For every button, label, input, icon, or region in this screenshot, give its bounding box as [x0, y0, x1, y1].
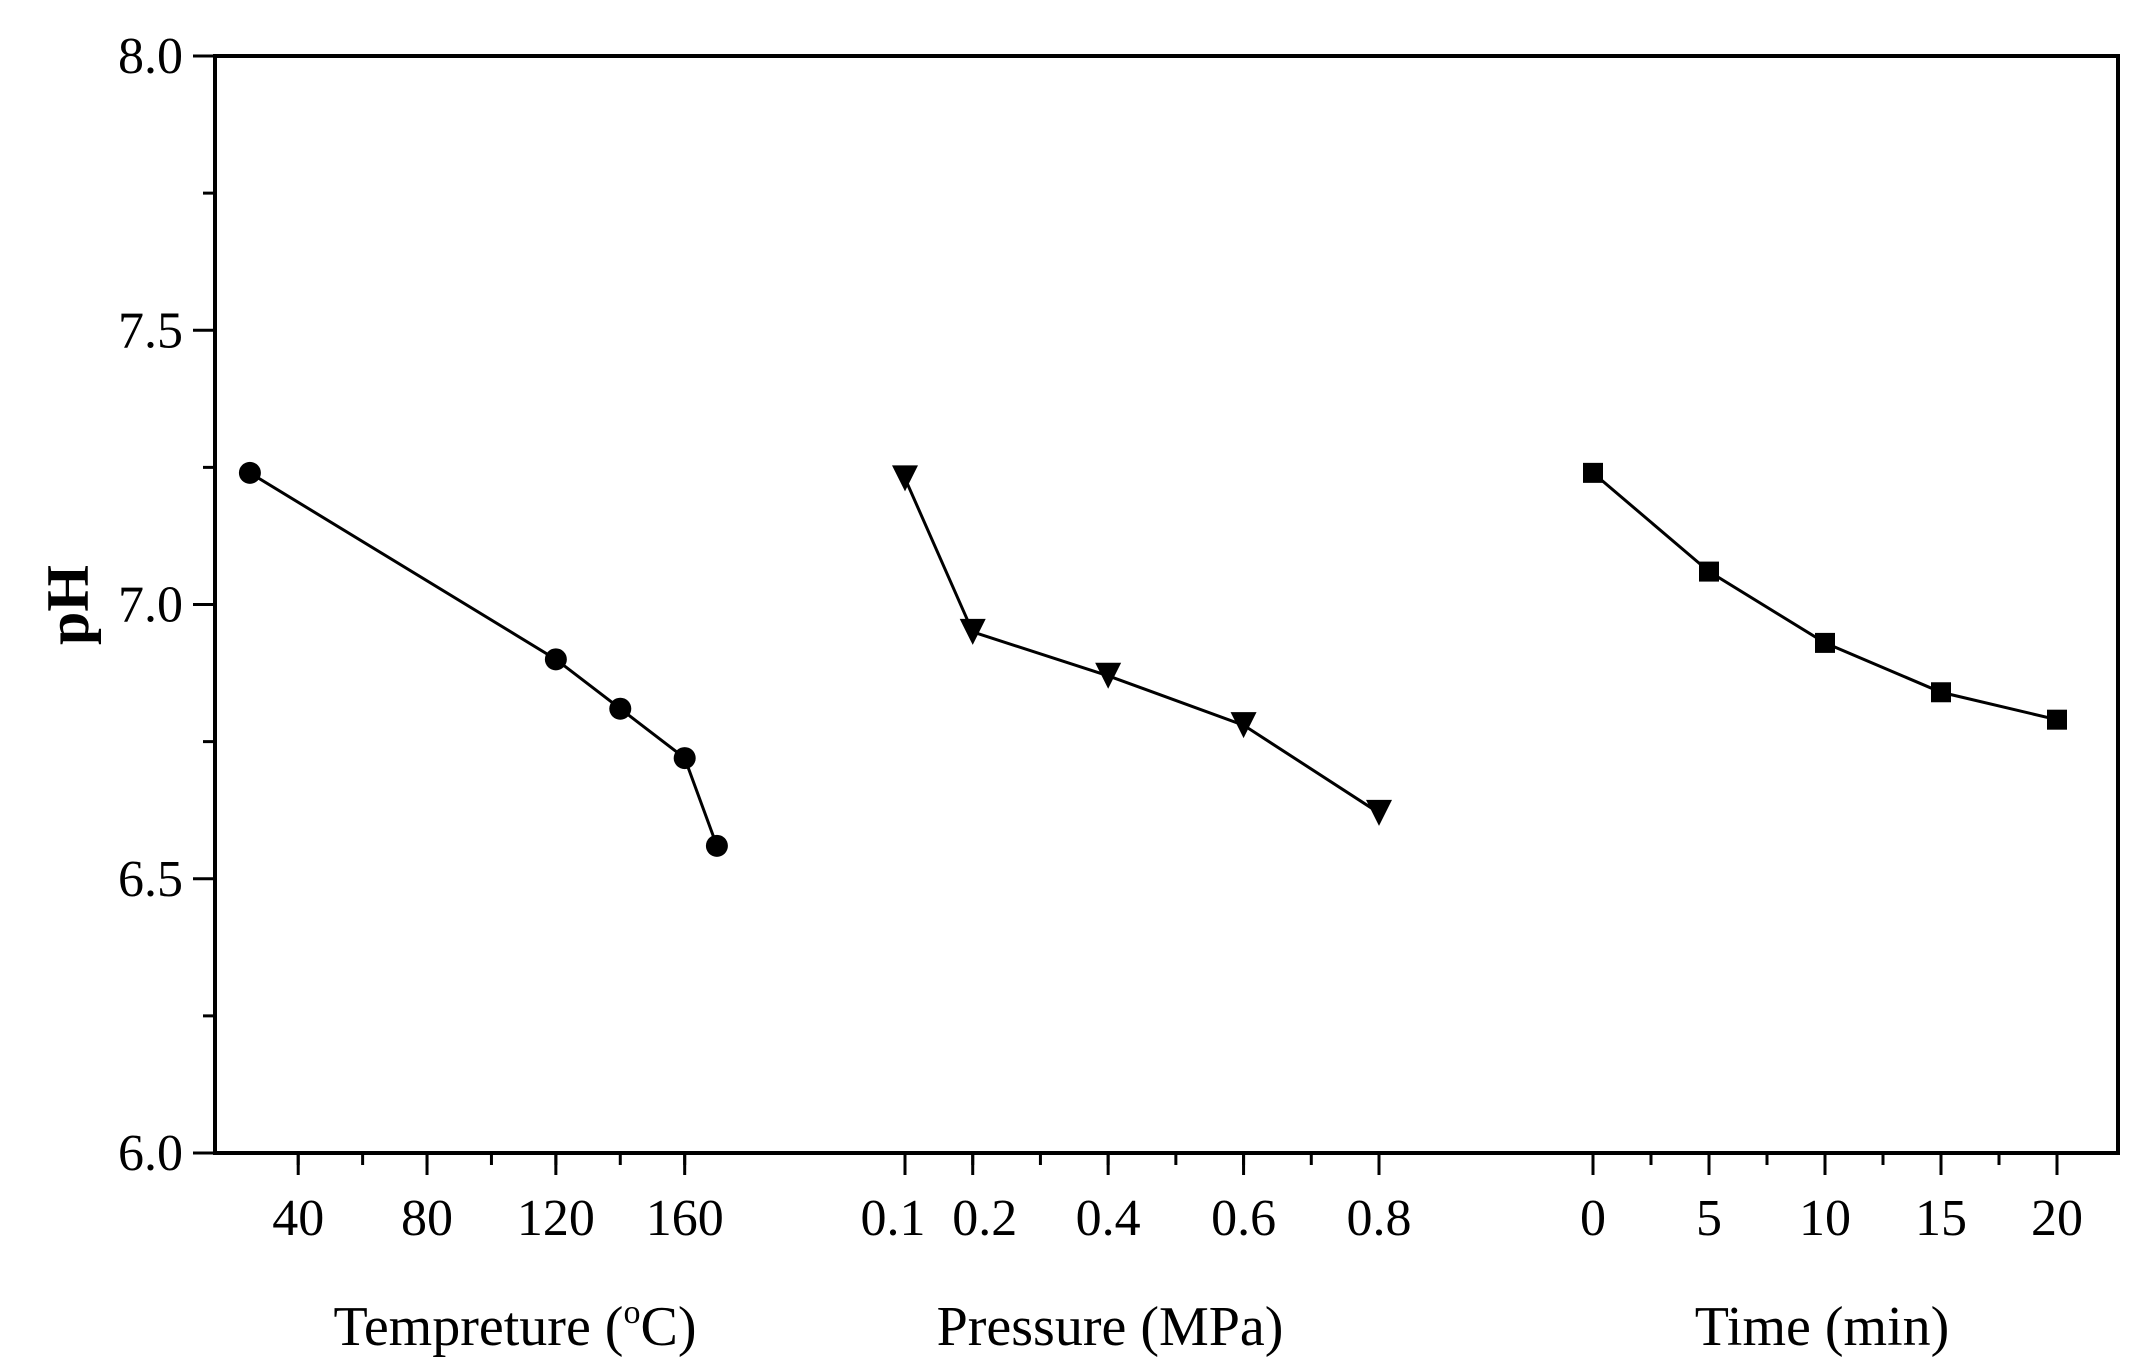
- temperature-axis-title: Tempreture (oC): [334, 1294, 697, 1358]
- xlabel-main: Tempreture (: [334, 1296, 624, 1358]
- pressure-x-tick-label: 0.4: [1076, 1190, 1141, 1247]
- time-x-tick-label: 20: [2031, 1190, 2083, 1247]
- x-axes: 40 80 120 160 Tempreture (oC) 0.1 0.2 0.4 0.6 0.8…: [272, 1153, 2083, 1358]
- y-tick-label: 8.0: [118, 28, 183, 85]
- time-data-point: [2047, 709, 2067, 730]
- time-x-tick-label: 0: [1580, 1190, 1606, 1247]
- pressure-x-tick-label: 0.1: [861, 1190, 926, 1247]
- time-series-line: [1592, 471, 2058, 722]
- y-axis: 6.0 6.5 7.0 7.5 8.0: [118, 28, 215, 1182]
- temperature-data-point: [544, 648, 567, 671]
- time-x-tick-label: 15: [1915, 1190, 1967, 1247]
- temperature-data-point: [238, 461, 261, 484]
- temperature-series-line: [249, 471, 719, 847]
- time-x-tick-label: 5: [1696, 1190, 1722, 1247]
- temperature-x-tick-label: 80: [401, 1190, 453, 1247]
- time-data-point: [1583, 462, 1603, 483]
- pressure-x-tick-label: 0.2: [952, 1190, 1017, 1247]
- pressure-data-point: [959, 618, 986, 645]
- temperature-x-tick-label: 160: [646, 1190, 724, 1247]
- temperature-data-point: [673, 747, 696, 770]
- pressure-data-point: [892, 465, 918, 492]
- time-data-point: [1699, 561, 1719, 582]
- pressure-axis-title: Pressure (MPa): [937, 1296, 1284, 1358]
- temperature-data-point: [705, 834, 728, 857]
- time-axis-title: Time (min): [1695, 1296, 1950, 1358]
- degree-superscript: o: [623, 1294, 640, 1331]
- pressure-x-tick-label: 0.8: [1347, 1190, 1412, 1247]
- time-data-point: [1931, 682, 1951, 703]
- temperature-data-point: [609, 697, 632, 720]
- pressure-x-tick-label: 0.6: [1211, 1190, 1276, 1247]
- series-group: [238, 461, 2067, 857]
- y-tick-label: 6.5: [118, 851, 183, 908]
- pressure-series-line: [903, 477, 1380, 815]
- time-x-tick-label: 10: [1799, 1190, 1851, 1247]
- temperature-x-tick-label: 120: [517, 1190, 595, 1247]
- xlabel-end: C): [640, 1296, 696, 1358]
- y-tick-label: 7.0: [118, 577, 183, 634]
- y-axis-title: pH: [35, 565, 101, 645]
- pressure-data-point: [1095, 662, 1122, 689]
- pressure-data-point: [1366, 799, 1392, 826]
- plot-frame: [213, 54, 2120, 1155]
- temperature-x-tick-label: 40: [272, 1190, 324, 1247]
- pressure-data-point: [1230, 712, 1257, 739]
- time-data-point: [1815, 632, 1835, 653]
- y-tick-label: 7.5: [118, 302, 183, 359]
- y-tick-label: 6.0: [118, 1125, 183, 1182]
